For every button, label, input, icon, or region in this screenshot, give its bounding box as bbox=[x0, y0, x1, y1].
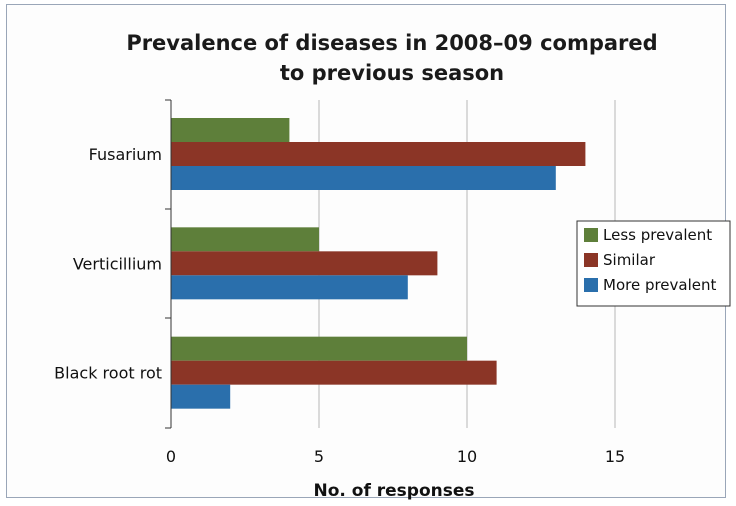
x-tick-label-15: 15 bbox=[605, 447, 625, 466]
bar-black-root-rot-similar bbox=[171, 360, 497, 385]
legend-swatch bbox=[584, 253, 598, 267]
x-axis-label: No. of responses bbox=[313, 481, 474, 501]
bars-group bbox=[171, 118, 586, 409]
bar-verticillium-more-prevalent bbox=[171, 275, 408, 300]
bar-verticillium-less-prevalent bbox=[171, 227, 319, 252]
category-label: Verticillium bbox=[73, 254, 162, 273]
bar-black-root-rot-more-prevalent bbox=[171, 384, 231, 409]
legend-swatch bbox=[584, 278, 598, 292]
category-labels: Fusarium Verticillium Black root rot bbox=[54, 145, 162, 383]
legend-label: More prevalent bbox=[603, 276, 717, 294]
x-tick-label-10: 10 bbox=[457, 447, 477, 466]
chart-title-line-1: Prevalence of diseases in 2008–09 compar… bbox=[126, 31, 657, 55]
bar-fusarium-similar bbox=[171, 142, 586, 166]
legend: Less prevalent Similar More prevalent bbox=[576, 220, 731, 307]
chart-title-line-2: to previous season bbox=[280, 61, 504, 85]
legend-swatch bbox=[584, 228, 598, 242]
category-label: Fusarium bbox=[89, 145, 162, 164]
bar-verticillium-similar bbox=[171, 251, 438, 276]
bar-fusarium-more-prevalent bbox=[171, 166, 556, 190]
category-label: Black root rot bbox=[54, 364, 162, 383]
bar-fusarium-less-prevalent bbox=[171, 118, 290, 142]
x-tick-label-5: 5 bbox=[314, 447, 324, 466]
x-tick-label-0: 0 bbox=[166, 447, 176, 466]
x-tick-labels: 0 5 10 15 bbox=[166, 447, 625, 466]
bar-black-root-rot-less-prevalent bbox=[171, 336, 467, 361]
legend-label: Similar bbox=[603, 251, 656, 269]
legend-label: Less prevalent bbox=[603, 226, 712, 244]
legend-box bbox=[576, 220, 731, 307]
